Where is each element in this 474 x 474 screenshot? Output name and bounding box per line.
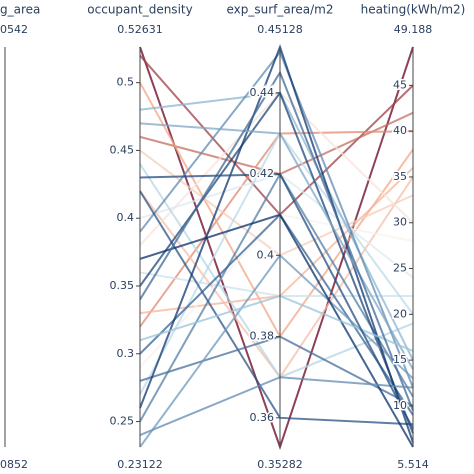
y-tick-label: 0.35 [110,279,135,292]
axis-bottom-label: 0852 [0,458,28,471]
y-tick-label: 0.4 [257,248,275,261]
y-tick-label: 20 [393,307,407,320]
data-line [139,376,414,437]
axis-bottom-label: 0.35282 [257,458,303,471]
y-tick-label: 35 [393,170,407,183]
axis-top-label: 0542 [0,23,28,36]
y-tick-label: 0.42 [250,167,275,180]
data-line [139,167,414,315]
y-tick-label: 0.38 [250,330,275,343]
y-tick-label: 0.4 [117,211,135,224]
axis-bottom-label: 5.514 [397,458,429,471]
y-tick-label: 15 [393,353,407,366]
y-tick-label: 10 [393,399,407,412]
axis-title: exp_surf_area/m2 [226,3,333,17]
y-tick-label: 0.5 [117,76,135,89]
axis-top-label: 49.188 [394,23,433,36]
axis-top-label: 0.52631 [117,23,163,36]
axis-title: g_area [0,3,40,17]
lines [139,44,414,451]
y-tick-label: 0.25 [110,415,135,428]
y-tick-label: 25 [393,262,407,275]
data-line [139,90,414,434]
axis-title: heating(kWh/m2) [361,3,466,17]
data-line [139,70,414,411]
y-tick-label: 45 [393,78,407,91]
y-tick-label: 40 [393,124,407,137]
axis-bottom-label: 0.23122 [117,458,163,471]
y-tick-label: 0.45 [110,143,135,156]
y-tick-label: 0.44 [250,86,275,99]
y-tick-label: 0.3 [117,347,135,360]
y-tick-label: 0.36 [250,411,275,424]
axis-top-label: 0.45128 [257,23,303,36]
y-tick-label: 30 [393,216,407,229]
axis-title: occupant_density [87,3,192,17]
